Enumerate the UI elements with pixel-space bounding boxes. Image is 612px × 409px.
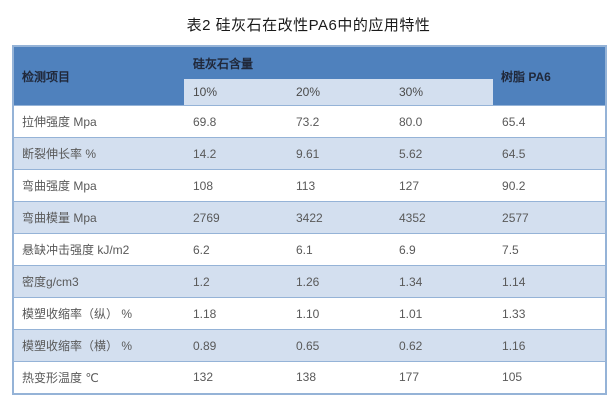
row-label: 模塑收缩率（纵） % [13, 297, 184, 330]
cell-value-10pct: 0.89 [184, 329, 287, 362]
subheader-cell-10pct: 10% [184, 79, 287, 106]
cell-value-resin: 1.14 [493, 265, 607, 298]
subheader-cell-20pct: 20% [287, 79, 390, 106]
cell-value-30pct: 80.0 [390, 105, 494, 138]
row-label: 断裂伸长率 % [13, 137, 184, 170]
cell-value-20pct: 138 [287, 361, 390, 394]
table-row: 拉伸强度 Mpa 69.8 73.2 80.0 65.4 [13, 105, 607, 138]
table-row: 悬缺冲击强度 kJ/m2 6.2 6.1 6.9 7.5 [13, 233, 607, 266]
table-header: 检测项目 硅灰石含量 树脂 PA6 10% 20% 30% [13, 46, 607, 106]
cell-value-resin: 7.5 [493, 233, 607, 266]
cell-value-20pct: 1.26 [287, 265, 390, 298]
cell-value-30pct: 5.62 [390, 137, 494, 170]
subheader-cell-30pct: 30% [390, 79, 494, 106]
cell-value-10pct: 108 [184, 169, 287, 202]
table-row: 模塑收缩率（横） % 0.89 0.65 0.62 1.16 [13, 329, 607, 362]
cell-value-resin: 105 [493, 361, 607, 394]
table-row: 弯曲强度 Mpa 108 113 127 90.2 [13, 169, 607, 202]
cell-value-10pct: 6.2 [184, 233, 287, 266]
cell-value-10pct: 69.8 [184, 105, 287, 138]
row-label: 拉伸强度 Mpa [13, 105, 184, 138]
row-label: 弯曲强度 Mpa [13, 169, 184, 202]
cell-value-20pct: 113 [287, 169, 390, 202]
cell-value-10pct: 132 [184, 361, 287, 394]
cell-value-20pct: 0.65 [287, 329, 390, 362]
header-cell-item: 检测项目 [13, 46, 184, 106]
table-body: 拉伸强度 Mpa 69.8 73.2 80.0 65.4 断裂伸长率 % 14.… [13, 105, 607, 394]
cell-value-30pct: 127 [390, 169, 494, 202]
cell-value-20pct: 9.61 [287, 137, 390, 170]
cell-value-20pct: 6.1 [287, 233, 390, 266]
table-row: 热变形温度 ℃ 132 138 177 105 [13, 361, 607, 394]
cell-value-20pct: 3422 [287, 201, 390, 234]
cell-value-10pct: 1.18 [184, 297, 287, 330]
cell-value-10pct: 2769 [184, 201, 287, 234]
cell-value-resin: 1.16 [493, 329, 607, 362]
table-title: 表2 硅灰石在改性PA6中的应用特性 [186, 17, 431, 34]
cell-value-30pct: 1.34 [390, 265, 494, 298]
row-label: 热变形温度 ℃ [13, 361, 184, 394]
table-row: 弯曲模量 Mpa 2769 3422 4352 2577 [13, 201, 607, 234]
cell-value-20pct: 73.2 [287, 105, 390, 138]
cell-value-resin: 2577 [493, 201, 607, 234]
cell-value-20pct: 1.10 [287, 297, 390, 330]
row-label: 悬缺冲击强度 kJ/m2 [13, 233, 184, 266]
cell-value-resin: 64.5 [493, 137, 607, 170]
cell-value-30pct: 6.9 [390, 233, 494, 266]
cell-value-resin: 90.2 [493, 169, 607, 202]
properties-table: 检测项目 硅灰石含量 树脂 PA6 10% 20% 30% 拉伸强度 Mpa 6… [12, 45, 608, 395]
table-row: 密度g/cm3 1.2 1.26 1.34 1.14 [13, 265, 607, 298]
header-cell-wollastonite-content: 硅灰石含量 [184, 46, 494, 79]
row-label: 弯曲模量 Mpa [13, 201, 184, 234]
cell-value-30pct: 4352 [390, 201, 494, 234]
cell-value-30pct: 177 [390, 361, 494, 394]
row-label: 密度g/cm3 [13, 265, 184, 298]
cell-value-resin: 65.4 [493, 105, 607, 138]
header-cell-resin-pa6: 树脂 PA6 [493, 46, 607, 106]
cell-value-10pct: 14.2 [184, 137, 287, 170]
cell-value-10pct: 1.2 [184, 265, 287, 298]
cell-value-30pct: 0.62 [390, 329, 494, 362]
cell-value-resin: 1.33 [493, 297, 607, 330]
cell-value-30pct: 1.01 [390, 297, 494, 330]
table-row: 断裂伸长率 % 14.2 9.61 5.62 64.5 [13, 137, 607, 170]
table-row: 模塑收缩率（纵） % 1.18 1.10 1.01 1.33 [13, 297, 607, 330]
row-label: 模塑收缩率（横） % [13, 329, 184, 362]
